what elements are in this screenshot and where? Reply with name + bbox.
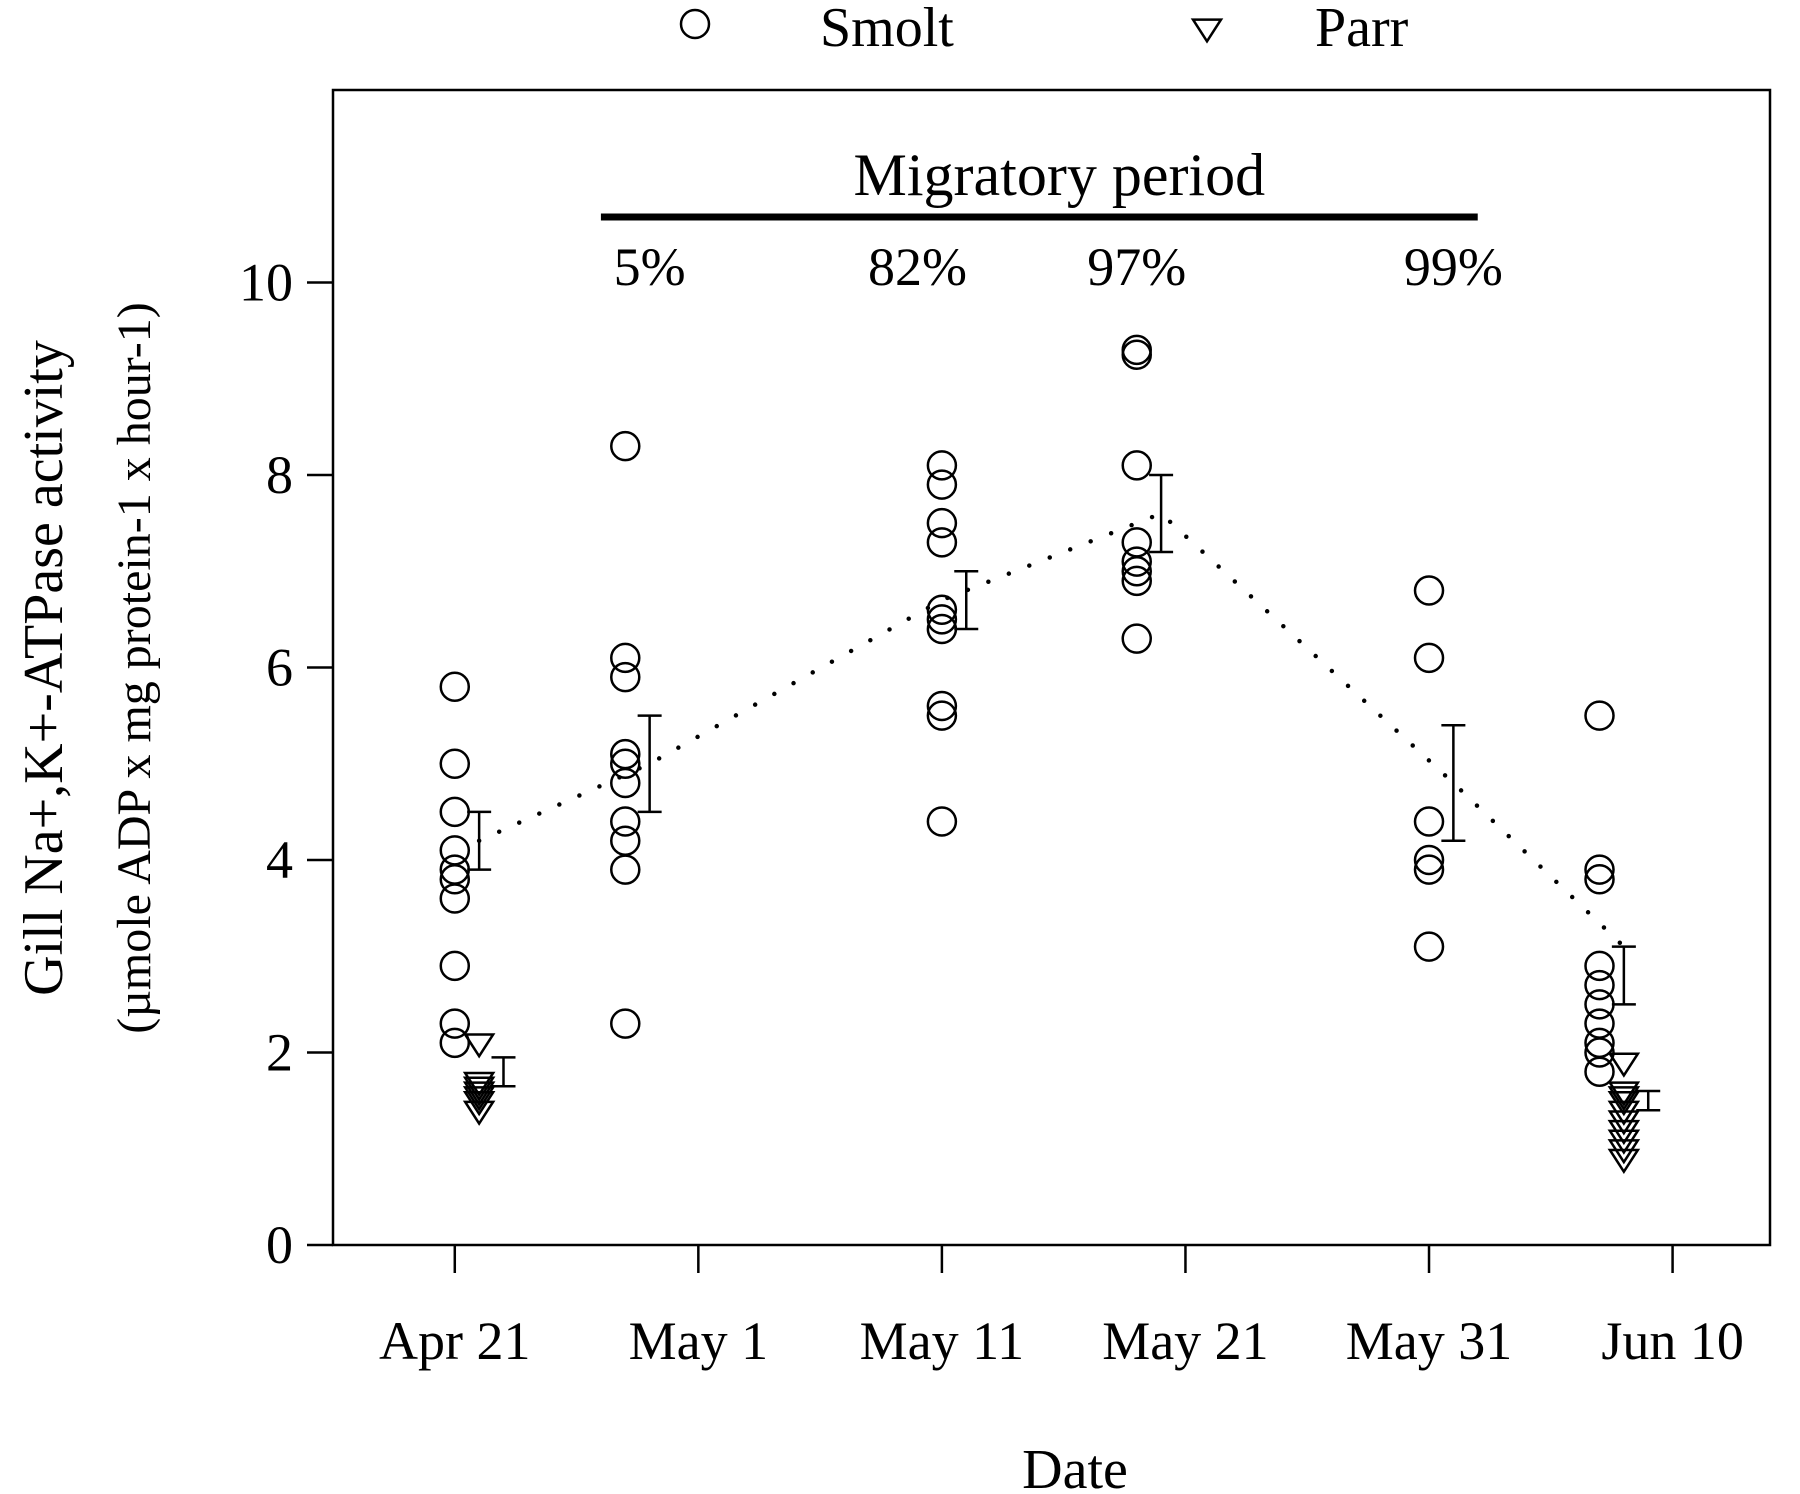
smolt-point [439,748,471,779]
smolt-point [610,767,641,799]
x-tick-label: May 21 [1102,1311,1268,1371]
error-bar [1636,1089,1661,1112]
smolt-point [926,527,958,558]
error-bar [491,1056,516,1088]
smolt-point [1584,950,1615,982]
parr-point [1607,1148,1641,1174]
smolt-point [926,613,958,645]
parr-point [462,1100,496,1126]
smolt-point [439,950,471,982]
smolt-point [1121,450,1152,481]
smolt-point [610,642,641,674]
smolt-point [439,864,471,895]
smolt-point [1121,546,1152,577]
migration-percentage-label: 82% [868,237,967,297]
smolt-point [1584,989,1615,1020]
migration-percentage-label: 97% [1087,237,1186,297]
smolt-point [1413,854,1445,885]
smolt-point [610,1008,641,1039]
y-axis-title-unit: (µmole ADP x mg protein-1 x hour-1) [108,302,161,1033]
legend-label: Smolt [820,0,954,59]
plot-frame [331,88,1772,1247]
smolt-point [926,469,958,500]
smolt-point [439,883,471,914]
y-tick-label: 2 [266,1023,293,1083]
y-tick-label: 10 [239,253,293,313]
migratory-period-layer: Migratory period 5% 82% 97% 99% [600,142,1503,297]
x-tick-label: May 11 [860,1311,1024,1371]
y-axis-title: Gill Na+,K+-ATPase activity [13,340,75,996]
legend: Smolt Parr [679,0,1409,59]
x-axis-title: Date [1022,1439,1128,1494]
error-bar [467,810,492,871]
smolt-point [1584,969,1615,1001]
smolt-point [1121,565,1152,597]
y-tick-label: 0 [266,1215,293,1275]
x-tick-label: May 31 [1346,1311,1512,1371]
smolt-point [610,748,641,779]
smolt-point [1584,1056,1615,1087]
smolt-point [610,825,641,856]
error-bar [954,570,979,631]
smolt-point [1413,931,1445,962]
smolt-point [610,661,641,693]
y-tick-label: 6 [266,638,293,698]
parr-point [462,1086,496,1112]
x-tick-label: Jun 10 [1601,1311,1744,1371]
smolt-point [439,1027,471,1059]
x-tick-label: Apr 21 [379,1311,530,1371]
parr-point [1607,1086,1641,1112]
legend-item-parr: Parr [1190,0,1409,59]
error-bar [1611,945,1636,1006]
smolt-point [439,671,471,702]
smolt-point [1121,339,1152,370]
smolt-point [1413,642,1445,674]
y-tick-label: 4 [266,830,293,890]
smolt-point [1121,623,1152,654]
smolt-point [610,430,641,462]
smolt-point [610,854,641,885]
legend-marker-circle [679,8,711,40]
smolt-point [926,690,958,722]
smolt-point [926,507,958,539]
y-axis-title-main: Gill Na+,K+-ATPase activity [13,340,75,996]
legend-item-smolt: Smolt [679,0,954,59]
error-bar [1441,724,1466,842]
smolt-point [1413,575,1445,606]
migration-percentage-label: 99% [1404,237,1503,297]
smolt-point [1584,854,1615,885]
smolt-point [926,604,958,635]
parr-point [1607,1052,1641,1078]
smolt-point [926,450,958,481]
migration-percentage-label: 5% [614,237,686,297]
y-tick-label: 8 [266,445,293,505]
smolt-point [1413,844,1445,876]
smolt-point [439,796,471,828]
y-axis-unit: (µmole ADP x mg protein-1 x hour-1) [108,302,161,1033]
data-points-layer [439,334,1641,1174]
legend-label: Parr [1315,0,1409,59]
smolt-point [1584,864,1615,895]
smolt-point [439,1008,471,1039]
smolt-point [1121,556,1152,587]
x-tick-label: May 1 [629,1311,768,1371]
legend-marker-triangle [1190,18,1224,44]
error-bar [1149,473,1174,554]
smolt-point [610,806,641,837]
migratory-period-label: Migratory period [854,142,1266,208]
smolt-point [1413,806,1445,837]
smolt-point [1584,700,1615,731]
axes-layer: 0 2 4 6 8 10 Apr 21 May 1 May 11 May 21 May 31 Jun … [239,253,1744,1372]
smolt-point [926,594,958,625]
smolt-point [926,700,958,731]
error-bar [637,714,662,814]
error-bars-layer [467,473,1661,1112]
parr-point [462,1033,496,1059]
smolt-point [926,806,958,837]
